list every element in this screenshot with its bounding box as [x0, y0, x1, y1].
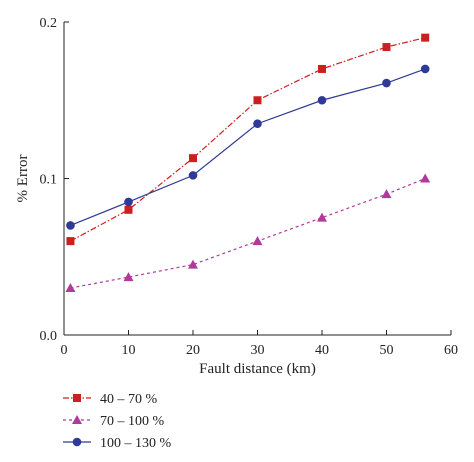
data-point [420, 64, 430, 74]
data-point [252, 236, 263, 246]
legend-label: 100 – 130 % [100, 436, 172, 451]
data-point [66, 237, 75, 246]
x-axis-title: Fault distance (km) [199, 361, 316, 377]
x-tick-label: 40 [315, 343, 329, 358]
legend-marker [73, 394, 81, 402]
data-point [382, 78, 391, 88]
data-point [253, 96, 262, 105]
data-point [253, 119, 262, 129]
x-tick-label: 0 [61, 343, 68, 358]
legend-label: 40 – 70 % [100, 392, 158, 407]
legend-entry: 40 – 70 % [63, 392, 158, 407]
data-point [124, 197, 133, 207]
x-tick-label: 50 [380, 343, 394, 358]
legend-marker [72, 415, 82, 424]
legend: 40 – 70 % 70 – 100 % 100 – 130 % [63, 392, 172, 451]
series-2 [65, 173, 431, 293]
legend-entry: 100 – 130 % [63, 436, 172, 451]
series-layer [65, 33, 431, 293]
x-tick-label: 10 [122, 343, 136, 358]
data-point [317, 212, 327, 222]
data-point [382, 43, 391, 52]
data-point [381, 189, 392, 199]
data-point [66, 221, 75, 230]
series-line [70, 68, 426, 227]
y-tick-label: 0.1 [40, 173, 58, 188]
series-line [70, 177, 426, 289]
y-tick-label: 0.0 [40, 329, 58, 344]
data-point [420, 173, 431, 183]
legend-label: 70 – 100 % [100, 414, 165, 429]
legend-marker [72, 437, 82, 447]
data-point [421, 33, 430, 42]
series-1 [66, 33, 430, 246]
x-tick-label: 20 [186, 343, 200, 358]
data-point [124, 205, 133, 214]
series-3 [66, 64, 430, 230]
legend-entry: 70 – 100 % [63, 414, 165, 429]
x-tick-label: 60 [444, 343, 458, 358]
axes: 0 10 20 30 40 50 60 0.0 0.1 0.2 Fault distance (km… [15, 16, 458, 377]
data-point [123, 272, 134, 282]
data-point [318, 64, 326, 73]
data-point [65, 283, 76, 293]
data-point [188, 259, 198, 269]
data-point [317, 95, 327, 105]
series-line [70, 37, 426, 242]
x-tick-label: 30 [251, 343, 265, 358]
data-point [188, 171, 198, 180]
y-tick-label: 0.2 [40, 16, 58, 31]
y-axis-title: % Error [15, 155, 31, 203]
data-point [189, 154, 197, 163]
